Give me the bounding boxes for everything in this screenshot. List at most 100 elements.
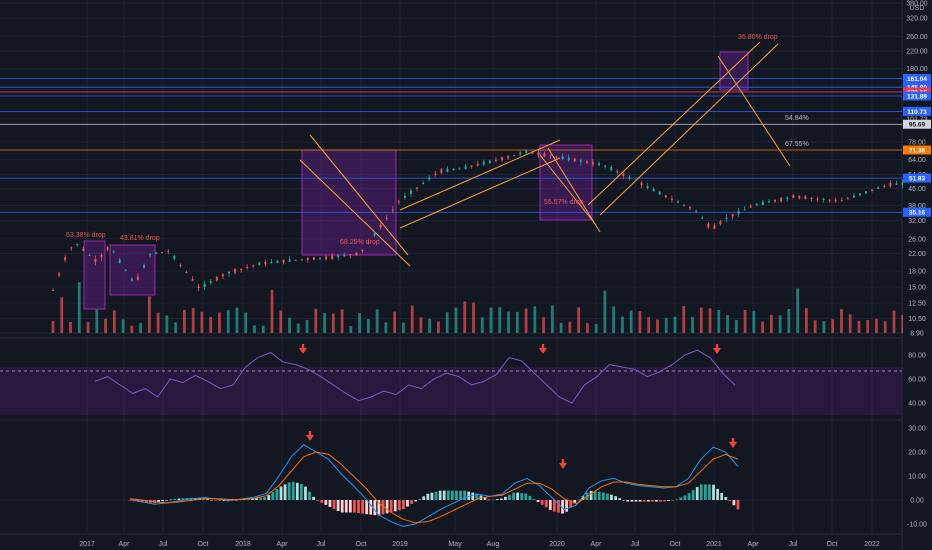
volume-bar bbox=[191, 308, 195, 333]
time-tick-label: Jul bbox=[631, 541, 640, 548]
candle-body bbox=[616, 171, 619, 173]
time-tick-label: Oct bbox=[827, 541, 838, 548]
volume-bar bbox=[875, 318, 878, 333]
macd-histogram-bar bbox=[210, 499, 214, 501]
candle-body bbox=[416, 187, 419, 189]
macd-histogram-bar bbox=[540, 500, 544, 505]
macd-histogram-bar bbox=[259, 497, 262, 500]
volume-bar bbox=[524, 308, 528, 333]
drop-boxes bbox=[83, 51, 749, 310]
price-tick-label: 78.00 bbox=[908, 140, 926, 147]
time-tick-label: Oct bbox=[356, 541, 367, 548]
macd-histogram-bar bbox=[634, 500, 638, 502]
price-tick-label: 8.90 bbox=[910, 331, 924, 338]
candle-body bbox=[197, 286, 200, 289]
volume-bar bbox=[734, 319, 738, 333]
volume-bar bbox=[218, 312, 221, 333]
candle-body bbox=[136, 276, 139, 280]
candle-body bbox=[112, 251, 115, 253]
volume-bar bbox=[769, 314, 773, 333]
macd-histogram-bar bbox=[385, 500, 389, 514]
candle-body bbox=[513, 154, 516, 157]
annotation-68-drop: 68.25% drop bbox=[340, 239, 380, 246]
macd-histogram-bar bbox=[426, 493, 430, 500]
candle-body bbox=[664, 195, 667, 198]
level-tag-background bbox=[903, 207, 931, 217]
volume-bar bbox=[568, 321, 572, 333]
price-tick-label: 46.00 bbox=[908, 186, 926, 193]
candle-body bbox=[585, 161, 588, 163]
time-tick-label: 2019 bbox=[392, 541, 408, 548]
candle-body bbox=[871, 189, 874, 191]
macd-histogram-bar bbox=[675, 499, 679, 501]
candle-body bbox=[179, 264, 182, 266]
macd-histogram-bar bbox=[283, 484, 287, 500]
macd-histogram-bar bbox=[357, 500, 360, 514]
macd-histogram-bar bbox=[508, 494, 511, 500]
candle-body bbox=[434, 173, 437, 175]
candle-body bbox=[749, 206, 752, 208]
candle-body bbox=[191, 278, 194, 281]
macd-histogram-bar bbox=[181, 498, 185, 500]
macd-histogram-bar bbox=[487, 499, 491, 501]
time-tick-label: Apr bbox=[119, 541, 131, 548]
candle-body bbox=[361, 249, 364, 252]
macd-histogram-bar bbox=[642, 500, 646, 502]
candle-body bbox=[549, 155, 552, 157]
candle-body bbox=[149, 254, 152, 256]
candle-body bbox=[852, 195, 855, 198]
drop-box-2017-b bbox=[109, 244, 156, 296]
candle-body bbox=[834, 199, 837, 202]
candle-body bbox=[488, 160, 491, 163]
price-tick-label: 10.50 bbox=[908, 316, 926, 323]
candle-body bbox=[161, 252, 164, 254]
volume-bar bbox=[349, 326, 353, 333]
time-tick-label: Apr bbox=[591, 541, 603, 548]
channel-2020-upper bbox=[547, 147, 601, 233]
candle-body bbox=[246, 267, 249, 269]
macd-histogram-bar bbox=[455, 490, 458, 500]
candle-body bbox=[355, 252, 358, 256]
price-tick-label: 12.50 bbox=[908, 301, 926, 308]
time-axis-ticks: 2017 Apr Jul Oct 2018 Apr Jul Oct 2019 May Aug 2020… bbox=[79, 541, 880, 548]
volume-bar bbox=[235, 307, 239, 333]
time-tick-label: Oct bbox=[670, 541, 681, 548]
volume-bar bbox=[331, 313, 335, 333]
candle-body bbox=[543, 153, 546, 157]
volume-bar bbox=[209, 317, 213, 333]
macd-histogram-bar bbox=[728, 500, 732, 502]
macd-histogram-bar bbox=[434, 491, 438, 500]
level-tag-background bbox=[903, 119, 931, 129]
time-tick-label: Apr bbox=[748, 541, 760, 548]
macd-histogram-bar bbox=[520, 493, 524, 500]
macd-histogram-bar bbox=[304, 486, 307, 500]
channel-2019-lower bbox=[399, 157, 561, 229]
macd-histogram-bar bbox=[312, 496, 316, 500]
candle-body bbox=[373, 232, 376, 236]
macd-histogram-bar bbox=[483, 497, 487, 500]
candle-body bbox=[494, 159, 497, 161]
candle-body bbox=[367, 242, 370, 244]
volume-bar bbox=[594, 324, 598, 333]
volume-bar bbox=[787, 309, 791, 333]
price-tick-label: 180.00 bbox=[906, 66, 928, 73]
macd-histogram-bar bbox=[618, 498, 622, 500]
rsi-line bbox=[94, 349, 736, 404]
volume-bar bbox=[577, 307, 581, 333]
macd-histogram-bar bbox=[336, 500, 340, 512]
macd-histogram-bar bbox=[654, 500, 658, 502]
macd-histogram-bar bbox=[467, 491, 471, 500]
channel-2020-lower bbox=[539, 154, 597, 226]
candle-body bbox=[889, 182, 892, 187]
volume-bar bbox=[708, 308, 712, 333]
macd-histogram-bar bbox=[679, 497, 683, 500]
volume-bar bbox=[498, 307, 502, 333]
candle-body bbox=[610, 167, 613, 171]
macd-histogram-bar bbox=[165, 500, 169, 501]
candle-body bbox=[221, 274, 224, 277]
volume-bar bbox=[393, 311, 397, 333]
volume-bar bbox=[200, 311, 204, 333]
candle-body bbox=[622, 173, 625, 177]
volume-bar bbox=[112, 310, 116, 333]
